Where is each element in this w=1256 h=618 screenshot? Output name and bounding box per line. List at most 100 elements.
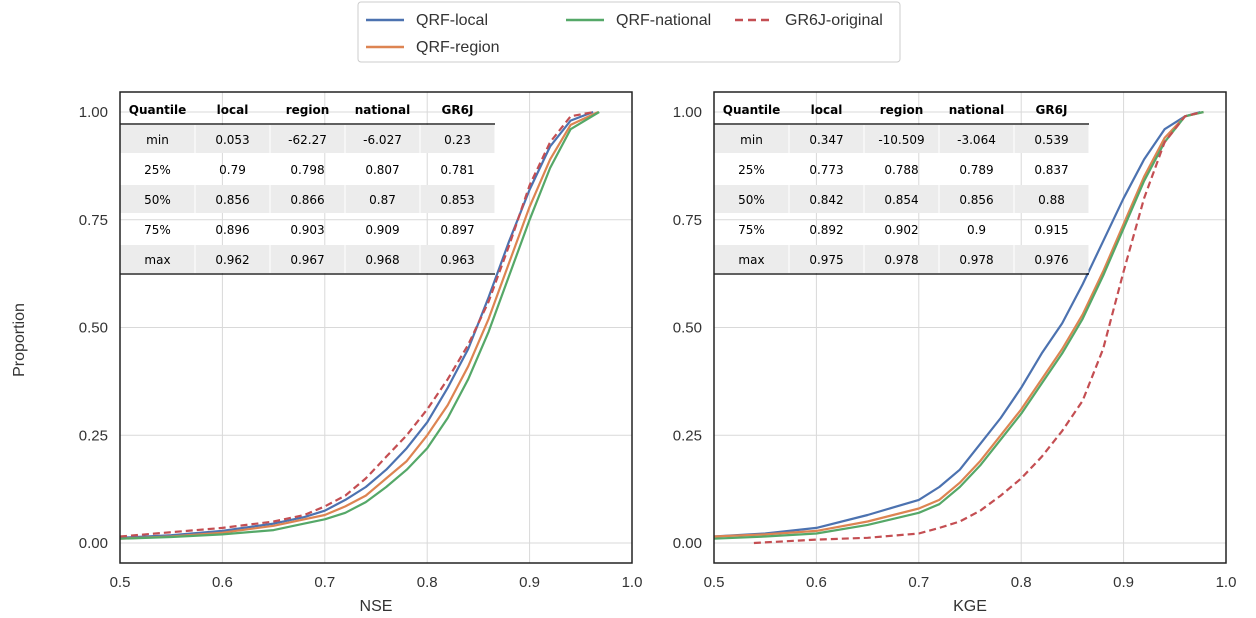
table-cell: 0.892 bbox=[809, 223, 843, 237]
table-row-shade bbox=[270, 245, 345, 273]
table-header-quantile: Quantile bbox=[723, 103, 781, 117]
table-cell: 0.807 bbox=[365, 163, 399, 177]
table-row-shade bbox=[939, 125, 1014, 153]
nse-x-tick-label: 0.8 bbox=[417, 574, 438, 591]
table-cell: 0.788 bbox=[884, 163, 918, 177]
table-row-shade bbox=[195, 125, 270, 153]
table-row-shade bbox=[345, 125, 420, 153]
nse-series-qrf-region bbox=[119, 111, 599, 540]
table-cell: 0.896 bbox=[215, 223, 249, 237]
nse-y-tick-label: 0.75 bbox=[79, 212, 108, 229]
table-cell: 0.539 bbox=[1034, 133, 1068, 147]
nse-y-tick-label: 0.00 bbox=[79, 535, 108, 552]
table-row-shade bbox=[939, 245, 1014, 273]
table-cell: max bbox=[144, 253, 170, 267]
table-header-gr6j: GR6J bbox=[442, 103, 474, 117]
table-cell: 0.897 bbox=[440, 223, 474, 237]
kge-x-tick-label: 0.9 bbox=[1113, 574, 1134, 591]
kge-plot-frame bbox=[713, 91, 1227, 564]
table-cell: 0.975 bbox=[809, 253, 843, 267]
table-row-shade bbox=[789, 125, 864, 153]
table-cell: -3.064 bbox=[957, 133, 996, 147]
table-row-shade bbox=[714, 125, 789, 153]
table-cell: -62.27 bbox=[288, 133, 327, 147]
table-cell: 0.963 bbox=[440, 253, 474, 267]
nse-x-axis-label: NSE bbox=[360, 598, 393, 615]
nse-series-gr6j-original bbox=[119, 110, 595, 538]
nse-x-tick-label: 0.9 bbox=[519, 574, 540, 591]
table-header-national: national bbox=[949, 103, 1005, 117]
table-row-shade bbox=[714, 185, 789, 213]
nse-x-tick-label: 0.7 bbox=[314, 574, 335, 591]
table-cell: 0.909 bbox=[365, 223, 399, 237]
kge-x-tick-label: 0.5 bbox=[704, 574, 725, 591]
table-cell: 0.902 bbox=[884, 223, 918, 237]
table-row-shade bbox=[1014, 185, 1089, 213]
table-header-gr6j: GR6J bbox=[1036, 103, 1068, 117]
legend-label-gr6j-original: GR6J-original bbox=[785, 12, 883, 29]
kge-y-tick-label: 0.75 bbox=[673, 212, 702, 229]
table-cell: 75% bbox=[144, 223, 171, 237]
table-cell: min bbox=[740, 133, 763, 147]
table-row-shade bbox=[420, 125, 495, 153]
table-cell: 0.967 bbox=[290, 253, 324, 267]
table-cell: 0.853 bbox=[440, 193, 474, 207]
nse-x-tick-label: 0.5 bbox=[110, 574, 131, 591]
table-header-local: local bbox=[811, 103, 843, 117]
table-cell: 0.854 bbox=[884, 193, 918, 207]
table-row-shade bbox=[420, 185, 495, 213]
table-cell: 25% bbox=[144, 163, 171, 177]
table-row-shade bbox=[864, 185, 939, 213]
table-cell: 0.789 bbox=[959, 163, 993, 177]
table-header-local: local bbox=[217, 103, 249, 117]
table-cell: 0.9 bbox=[967, 223, 986, 237]
table-cell: -6.027 bbox=[363, 133, 402, 147]
table-cell: 0.968 bbox=[365, 253, 399, 267]
table-header-national: national bbox=[355, 103, 411, 117]
table-cell: 0.915 bbox=[1034, 223, 1068, 237]
table-cell: 0.798 bbox=[290, 163, 324, 177]
table-cell: 0.842 bbox=[809, 193, 843, 207]
table-cell: 0.978 bbox=[959, 253, 993, 267]
legend-label-qrf-national: QRF-national bbox=[616, 12, 711, 29]
table-cell: 0.347 bbox=[809, 133, 843, 147]
table-row-shade bbox=[345, 245, 420, 273]
kge-y-tick-label: 0.50 bbox=[673, 320, 702, 337]
table-row-shade bbox=[195, 185, 270, 213]
table-cell: 0.856 bbox=[959, 193, 993, 207]
kge-y-tick-label: 0.25 bbox=[673, 427, 702, 444]
nse-x-tick-label: 0.6 bbox=[212, 574, 233, 591]
kge-y-tick-label: 1.00 bbox=[673, 104, 702, 121]
table-row-shade bbox=[1014, 245, 1089, 273]
nse-plot-frame bbox=[119, 91, 633, 564]
nse-y-tick-label: 1.00 bbox=[79, 104, 108, 121]
table-row-shade bbox=[939, 185, 1014, 213]
kge-x-tick-label: 1.0 bbox=[1216, 574, 1237, 591]
table-cell: 0.978 bbox=[884, 253, 918, 267]
kge-x-tick-label: 0.8 bbox=[1011, 574, 1032, 591]
table-row-shade bbox=[270, 185, 345, 213]
table-cell: 0.87 bbox=[369, 193, 396, 207]
kge-stats-table: Quantile local region national GR6J min 0.347 -… bbox=[714, 103, 1089, 275]
table-row-shade bbox=[120, 125, 195, 153]
table-row-shade bbox=[789, 245, 864, 273]
kge-x-axis-label: KGE bbox=[953, 598, 987, 615]
table-cell: 0.866 bbox=[290, 193, 324, 207]
nse-y-tick-label: 0.25 bbox=[79, 427, 108, 444]
nse-stats-table: Quantile local region national GR6J min 0.053 -… bbox=[120, 103, 495, 275]
y-axis-label: Proportion bbox=[11, 303, 28, 377]
table-cell: 75% bbox=[738, 223, 765, 237]
legend: QRF-local QRF-national GR6J-original QRF-re… bbox=[357, 1, 901, 63]
table-header-region: region bbox=[286, 103, 330, 117]
table-row-shade bbox=[345, 185, 420, 213]
table-cell: 0.976 bbox=[1034, 253, 1068, 267]
legend-label-qrf-region: QRF-region bbox=[416, 39, 500, 56]
table-row-shade bbox=[864, 245, 939, 273]
legend-label-qrf-local: QRF-local bbox=[416, 12, 488, 29]
kge-series-qrf-local bbox=[713, 110, 1201, 538]
table-row-shade bbox=[714, 245, 789, 273]
table-cell: min bbox=[146, 133, 169, 147]
nse-panel: Quantile local region national GR6J min 0.053 -… bbox=[79, 91, 642, 615]
table-row-shade bbox=[420, 245, 495, 273]
